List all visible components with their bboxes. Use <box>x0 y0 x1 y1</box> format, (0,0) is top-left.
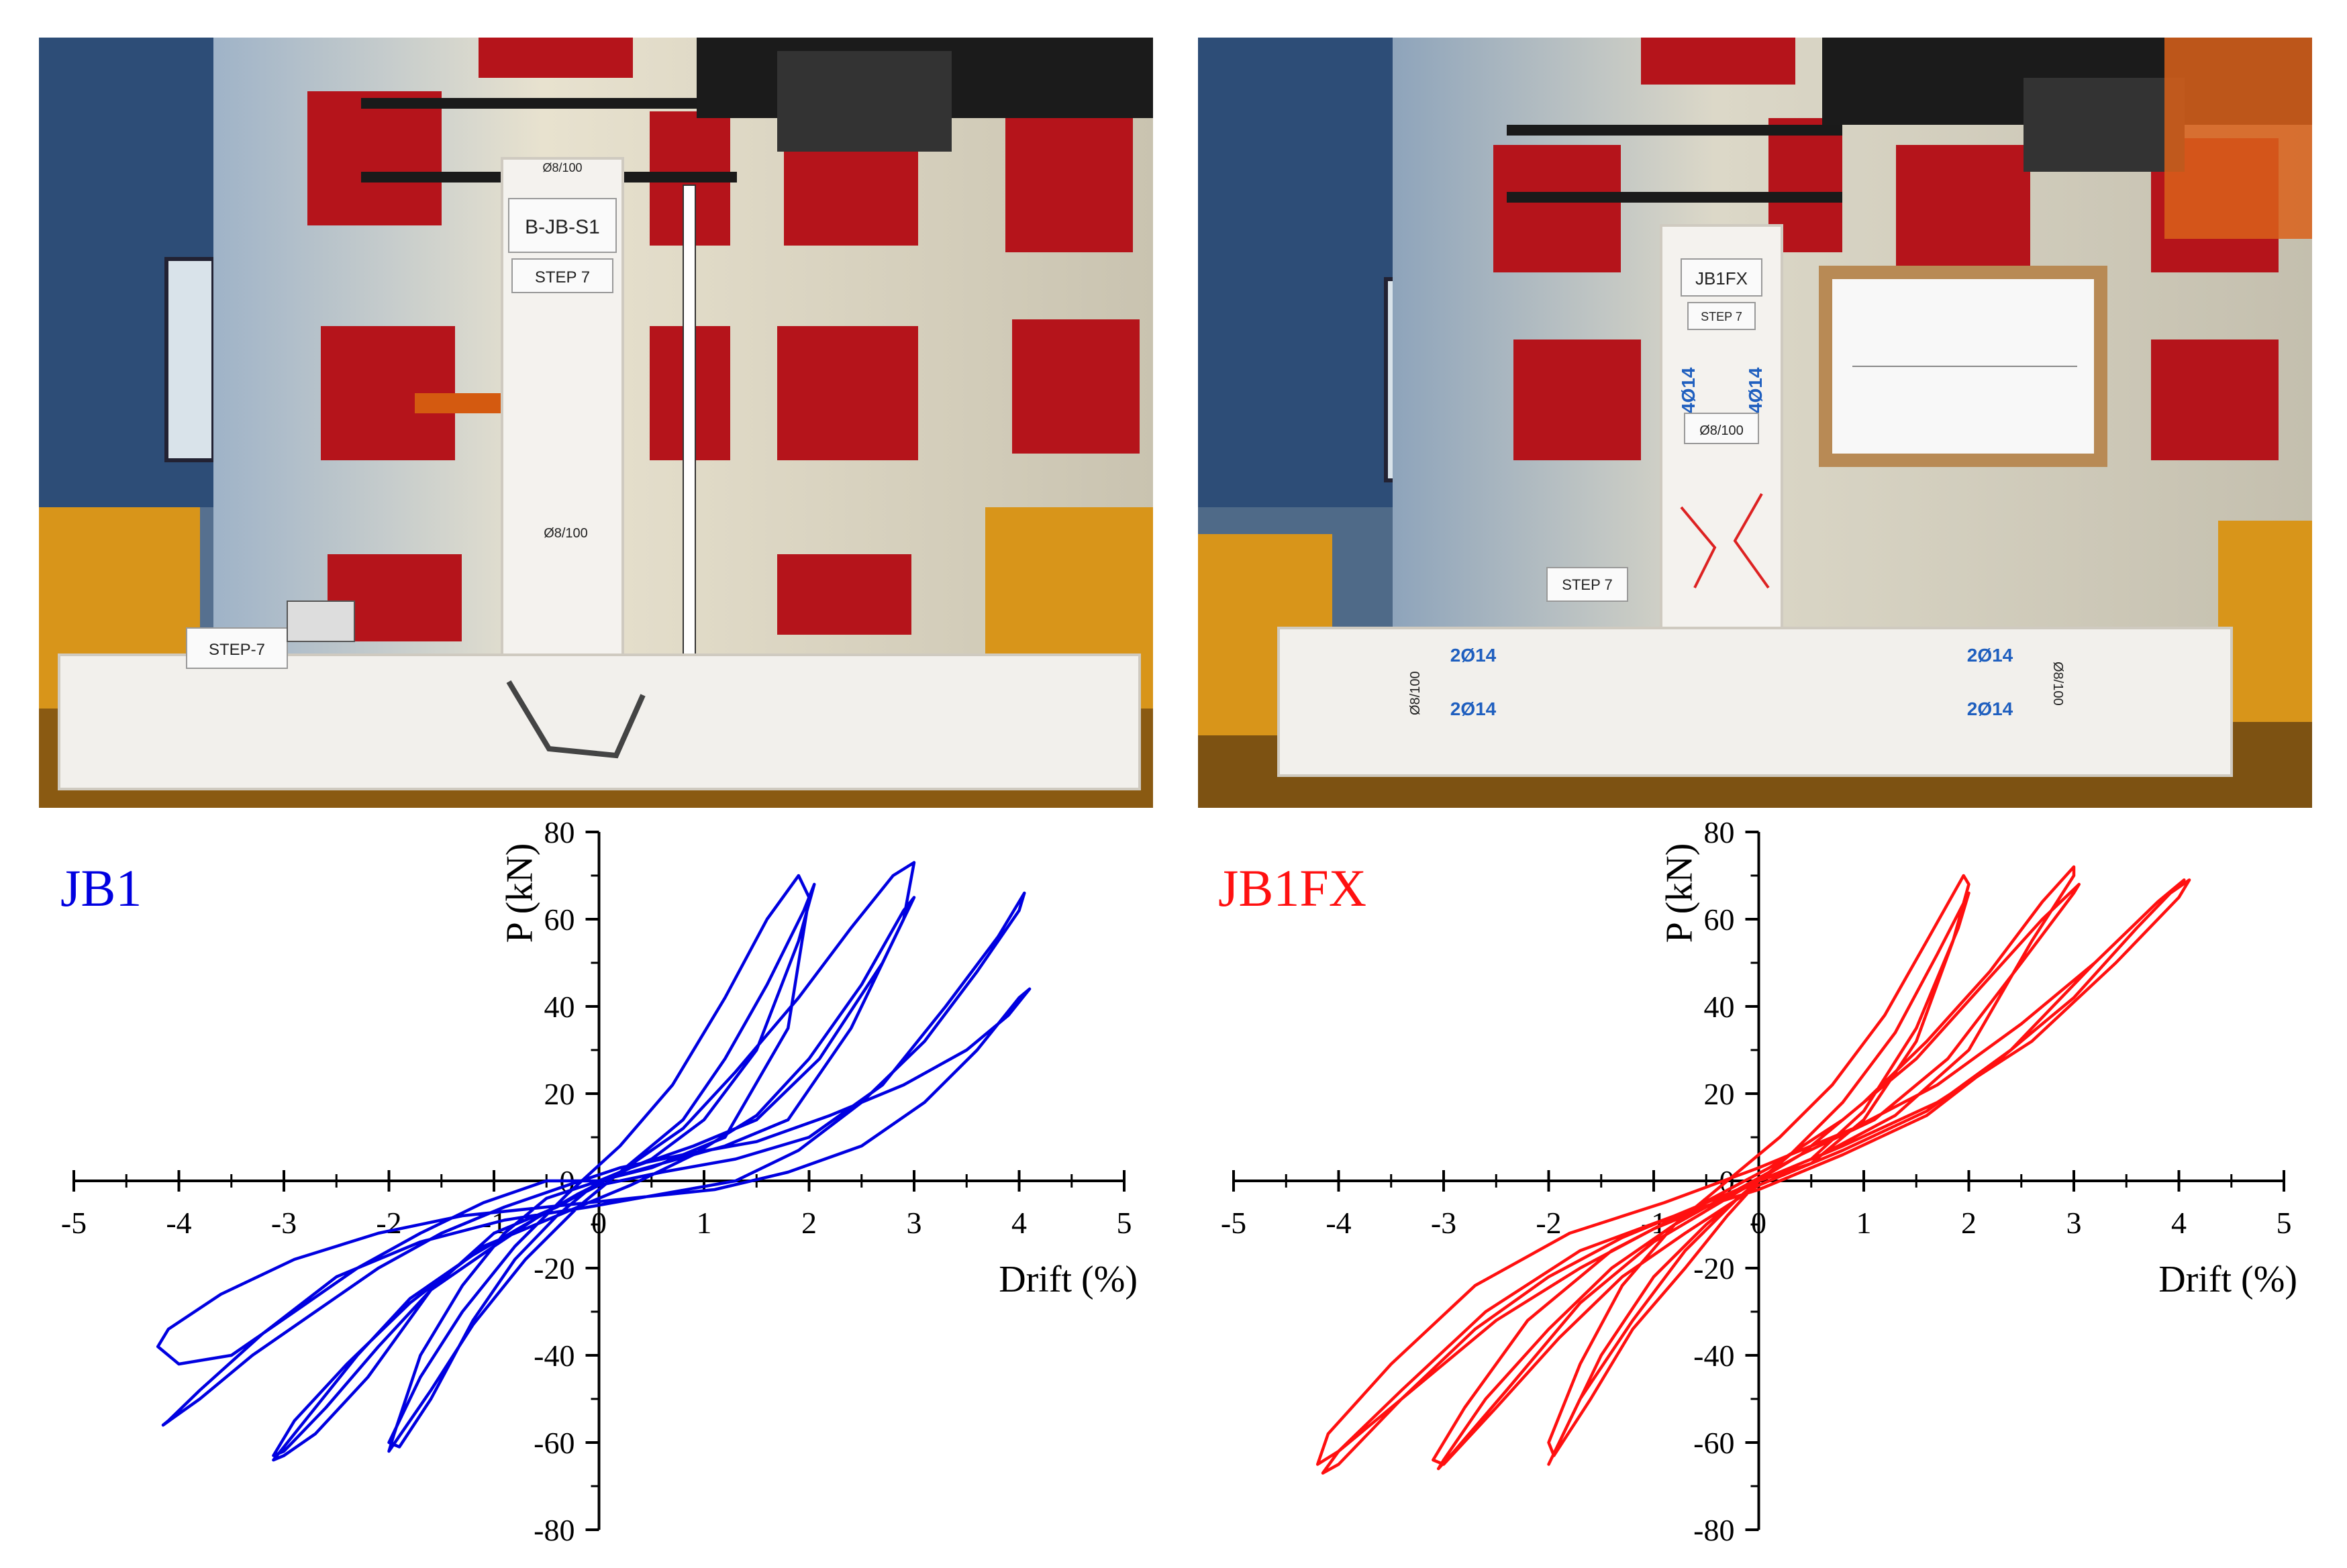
chart1-x-tick-label: -2 <box>376 1206 401 1240</box>
chart1-y-tick-label: -60 <box>534 1426 575 1460</box>
chart2-y-tick-label: 40 <box>1704 990 1735 1024</box>
col-stirrups-jb1fx: Ø8/100 <box>1699 423 1744 438</box>
chart2-y-tick-label: -20 <box>1693 1251 1734 1286</box>
chart1-x-tick-label: 0 <box>591 1206 607 1240</box>
chart1-x-tick-label: -4 <box>166 1206 191 1240</box>
chart1-y-tick-label: 60 <box>544 902 575 937</box>
chart2-x-tick-label: 2 <box>1961 1206 1977 1240</box>
chart1-y-tick-label: -20 <box>534 1251 575 1286</box>
specimen-sign-jb1fx: JB1FX <box>1695 268 1748 289</box>
beam-bars-bottom-right-jb1fx: 2Ø14 <box>1967 698 2013 719</box>
beam-stirrups-right-jb1fx: Ø8/100 <box>2050 662 2065 706</box>
chart2-y-tick-label: -60 <box>1693 1426 1734 1460</box>
chart2-y-tick-label: 60 <box>1704 902 1735 937</box>
col-bars-left-jb1fx: 4Ø14 <box>1678 367 1699 413</box>
chart2-y-tick-label: -40 <box>1693 1339 1734 1373</box>
beam-bars-top-right-jb1fx: 2Ø14 <box>1967 645 2013 666</box>
chart2-x-tick-label: 1 <box>1856 1206 1872 1240</box>
rebar-label-top-jb1: Ø8/100 <box>542 161 582 174</box>
chart2-y-tick-label: -80 <box>1693 1513 1734 1547</box>
beam-bars-bottom-left-jb1fx: 2Ø14 <box>1450 698 1497 719</box>
test-photo-jb1fx-drawing: JB1FX STEP 7 4Ø14 4Ø14 Ø8/100 STEP 7 2Ø1… <box>1198 38 2312 808</box>
floor-sign-jb1: STEP-7 <box>209 641 265 659</box>
chart2-y-tick-label: 20 <box>1704 1077 1735 1111</box>
chart2-x-tick-label: 3 <box>2066 1206 2082 1240</box>
beam-stirrups-left-jb1fx: Ø8/100 <box>1408 671 1423 715</box>
chart1-y-tick-label: 40 <box>544 990 575 1024</box>
chart1-x-tick-label: 5 <box>1117 1206 1132 1240</box>
chart2-x-tick-label: 4 <box>2171 1206 2187 1240</box>
step-sign-top-jb1fx: STEP 7 <box>1701 310 1742 323</box>
chart1-x-tick-label: 1 <box>697 1206 712 1240</box>
chart2-x-axis-title: Drift (%) <box>2158 1259 2297 1300</box>
chart1-x-tick-label: 4 <box>1011 1206 1027 1240</box>
chart1-y-tick-label: -40 <box>534 1339 575 1373</box>
test-photo-jb1fx: JB1FX STEP 7 4Ø14 4Ø14 Ø8/100 STEP 7 2Ø1… <box>1198 38 2312 808</box>
chart1-x-tick-label: -5 <box>61 1206 87 1240</box>
test-photo-jb1-drawing: B-JB-S1 STEP 7 Ø8/100 Ø8/100 STEP-7 <box>39 38 1153 808</box>
chart2-x-tick-label: -4 <box>1326 1206 1351 1240</box>
chart1-x-tick-label: -3 <box>271 1206 297 1240</box>
chart1-x-tick-label: 3 <box>907 1206 922 1240</box>
chart2-x-tick-label: -2 <box>1536 1206 1561 1240</box>
chart2-x-tick-label: 0 <box>1751 1206 1766 1240</box>
chart2-y-axis-title: P (kN) <box>1659 843 1701 943</box>
chart1-y-axis-title: P (kN) <box>499 843 541 943</box>
test-photo-jb1: B-JB-S1 STEP 7 Ø8/100 Ø8/100 STEP-7 <box>39 38 1153 808</box>
chart2-x-tick-label: 5 <box>2277 1206 2292 1240</box>
chart1-hysteresis-curve <box>156 861 1032 1462</box>
specimen-sign-jb1: B-JB-S1 <box>525 216 600 238</box>
col-bars-right-jb1fx: 4Ø14 <box>1745 367 1766 413</box>
floor-sign-jb1fx: STEP 7 <box>1562 576 1612 593</box>
chart1-y-tick-label: -80 <box>534 1513 575 1547</box>
chart1-panel-label: JB1 <box>60 859 142 917</box>
chart2-x-tick-label: -5 <box>1221 1206 1246 1240</box>
chart2-y-tick-label: 80 <box>1704 815 1735 849</box>
chart2-hysteresis-curve <box>1315 865 2191 1475</box>
beam-bars-top-left-jb1fx: 2Ø14 <box>1450 645 1497 666</box>
chart1-y-tick-label: 80 <box>544 815 575 849</box>
chart1-x-axis-title: Drift (%) <box>999 1259 1138 1300</box>
chart2-panel-label: JB1FX <box>1218 859 1366 917</box>
chart1-y-tick-label: 20 <box>544 1077 575 1111</box>
rebar-label-mid-jb1: Ø8/100 <box>544 526 588 541</box>
step-sign-jb1: STEP 7 <box>535 268 590 286</box>
chart2-x-tick-label: -3 <box>1431 1206 1456 1240</box>
chart1-x-tick-label: 2 <box>801 1206 817 1240</box>
